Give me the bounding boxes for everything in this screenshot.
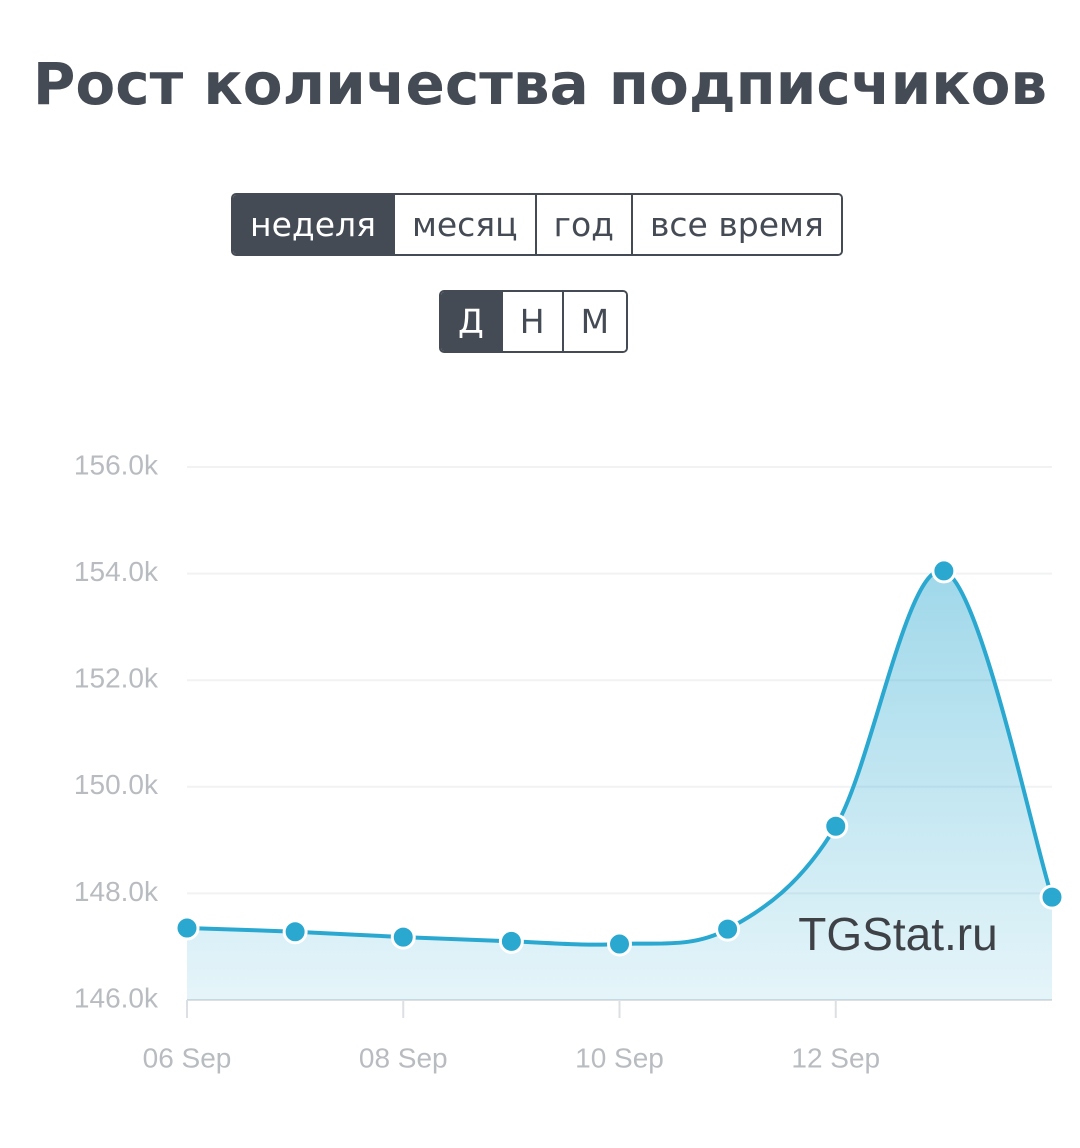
x-tick-label: 08 Sep	[359, 1042, 448, 1073]
tab-button[interactable]: М	[561, 292, 627, 351]
y-tick-label: 152.0k	[74, 663, 159, 694]
point	[390, 924, 416, 950]
point	[174, 915, 200, 941]
point	[607, 931, 632, 957]
y-tick-label: 150.0k	[74, 769, 159, 800]
point	[282, 919, 308, 945]
tab-button[interactable]: все время	[630, 195, 841, 254]
x-tick-label: 06 Sep	[143, 1042, 232, 1073]
y-tick-label: 154.0k	[74, 556, 159, 587]
tab-button[interactable]: месяц	[392, 195, 535, 254]
area-fill	[187, 570, 1052, 1000]
tab-button[interactable]: Н	[500, 292, 562, 351]
watermark: TGStat.ru	[798, 908, 997, 960]
chart-title: Рост количества подписчиков	[32, 50, 1048, 118]
x-tick-label: 10 Sep	[575, 1042, 664, 1073]
x-tick-label: 12 Sep	[791, 1042, 880, 1073]
point	[823, 813, 849, 839]
point	[715, 916, 741, 942]
tab-button[interactable]: Д	[441, 292, 501, 351]
tab-button[interactable]: год	[534, 195, 631, 254]
tab-button[interactable]: неделя	[233, 195, 393, 254]
y-tick-label: 146.0k	[74, 982, 159, 1013]
point	[931, 558, 957, 584]
point	[498, 928, 524, 954]
y-tick-label: 156.0k	[74, 449, 159, 480]
y-tick-label: 148.0k	[74, 876, 159, 907]
period-selector: неделя месяц год все время	[231, 193, 843, 256]
point	[1039, 884, 1065, 910]
